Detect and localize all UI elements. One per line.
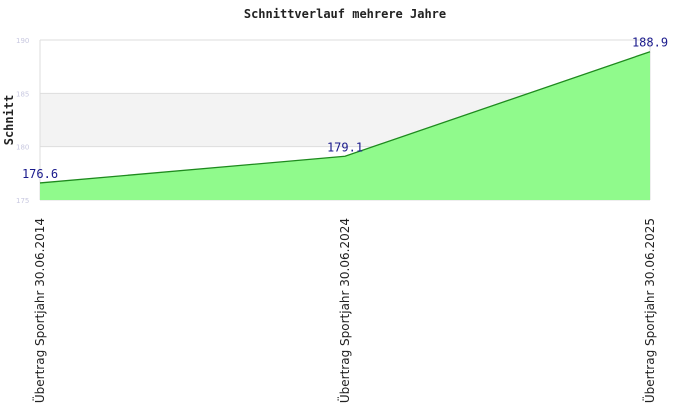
y-tick-label: 190 <box>16 37 29 45</box>
y-tick-label: 175 <box>16 197 29 205</box>
x-tick-label: Übertrag Sportjahr 30.06.2014 <box>31 218 47 403</box>
y-tick-labels: 175 180 185 190 <box>16 37 29 205</box>
x-tick-labels: Übertrag Sportjahr 30.06.2014 Übertrag Sp… <box>31 218 657 403</box>
data-label: 176.6 <box>22 167 58 181</box>
data-label: 179.1 <box>327 140 363 154</box>
data-labels: 176.6 179.1 188.9 <box>22 36 668 181</box>
series-line <box>39 51 651 184</box>
series-area <box>40 51 650 200</box>
x-tick-label: Übertrag Sportjahr 30.06.2025 <box>641 218 657 403</box>
y-axis-label: Schnitt <box>2 95 16 146</box>
data-label: 188.9 <box>632 36 668 50</box>
y-tick-label: 180 <box>16 144 29 152</box>
chart-title: Schnittverlauf mehrere Jahre <box>244 7 446 21</box>
x-tick-label: Übertrag Sportjahr 30.06.2024 <box>336 218 352 403</box>
y-tick-label: 185 <box>16 90 29 98</box>
